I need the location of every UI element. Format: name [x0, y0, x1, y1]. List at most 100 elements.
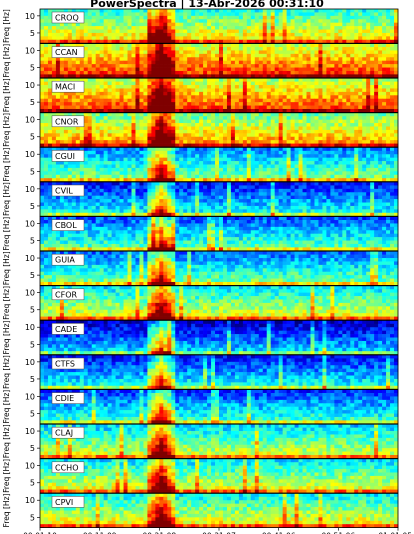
station-label-box [51, 80, 85, 93]
y-axis-label: Freq [Hz] [2, 9, 11, 43]
y-tick-label: 10 [25, 289, 35, 298]
y-tick-label: 5 [30, 202, 35, 211]
station-label-box [51, 392, 85, 404]
station-label-box [51, 461, 85, 474]
y-axis-label: Freq [Hz] [2, 424, 11, 458]
panel-croq: CROQ 10 5 Freq [Hz] [2, 8, 399, 44]
station-label-box [51, 323, 85, 335]
x-tick-label: 00:11:09 [83, 532, 117, 534]
station-label-box [51, 426, 85, 439]
x-tick-label: 00:41:06 [262, 532, 296, 534]
y-tick-label: 5 [30, 237, 35, 246]
station-label: CADE [55, 325, 77, 334]
y-axis-label: Freq [Hz] [2, 355, 11, 389]
station-label-box [51, 115, 85, 128]
y-tick-label: 10 [25, 219, 35, 228]
x-tick-label: 00:51:06 [321, 532, 355, 534]
y-tick-label: 10 [25, 323, 35, 332]
panel-cbol: CBOL 10 5 Freq [Hz] [2, 216, 399, 252]
y-tick-label: 5 [30, 306, 35, 315]
station-label: CCAN [55, 48, 78, 57]
y-axis-label: Freq [Hz] [2, 390, 11, 424]
station-label: CDIE [55, 394, 74, 403]
y-tick-label: 10 [25, 392, 35, 401]
station-label: CLAJ [55, 429, 73, 438]
y-axis-label: Freq [Hz] [2, 113, 11, 147]
panel-cgui: CGUI 10 5 Freq [Hz] [2, 146, 399, 182]
y-tick-label: 5 [30, 444, 35, 453]
y-tick-label: 5 [30, 271, 35, 280]
panel-cpvi: CPVI 10 5 Freq [Hz] [2, 492, 399, 528]
y-axis-label: Freq [Hz] [2, 320, 11, 354]
station-label: CGUI [55, 152, 75, 161]
panel-cvil: CVIL 10 5 Freq [Hz] [2, 181, 399, 217]
y-tick-label: 5 [30, 410, 35, 419]
y-tick-label: 5 [30, 340, 35, 349]
chart-title: PowerSpectra | 13-Abr-2026 00:31:10 [90, 0, 324, 10]
panel-frame [39, 77, 399, 113]
x-tick-label: 00:31:07 [202, 532, 236, 534]
x-tick-label: 00:21:08 [142, 532, 176, 534]
y-tick-label: 10 [25, 496, 35, 505]
panel-frame [39, 181, 399, 217]
station-label-box [51, 184, 85, 197]
y-tick-label: 10 [25, 358, 35, 367]
y-axis-label: Freq [Hz] [2, 44, 11, 78]
y-tick-label: 5 [30, 375, 35, 384]
panel-ccho: CCHO 10 5 Freq [Hz] [2, 458, 399, 494]
panel-cade: CADE 10 5 Freq [Hz] [2, 319, 399, 355]
y-axis-label: Freq [Hz] [2, 459, 11, 493]
station-label: CBOL [55, 221, 77, 230]
panel-cdie: CDIE 10 5 Freq [Hz] [2, 389, 399, 425]
panel-guia: GUIA 10 5 Freq [Hz] [2, 250, 399, 286]
y-tick-label: 5 [30, 29, 35, 38]
station-label-box [51, 150, 85, 162]
y-tick-label: 10 [25, 427, 35, 436]
station-label: CPVI [55, 498, 73, 507]
station-label-box [51, 46, 85, 58]
y-axis-label: Freq [Hz] [2, 251, 11, 285]
y-tick-label: 5 [30, 98, 35, 107]
station-label: CNOR [55, 117, 79, 126]
x-tick-label: 01:01:05 [378, 532, 412, 534]
y-axis-label: Freq [Hz] [2, 217, 11, 251]
y-axis-label: Freq [Hz] [2, 286, 11, 320]
y-axis-label: Freq [Hz] [2, 493, 11, 527]
station-label: MACI [55, 83, 75, 92]
y-tick-label: 10 [25, 12, 35, 21]
y-axis-label: Freq [Hz] [2, 78, 11, 112]
y-tick-label: 5 [30, 64, 35, 73]
station-label: CTFS [55, 360, 75, 369]
station-label-box [51, 288, 85, 301]
station-label-box [51, 219, 85, 231]
x-tick-label: 00:01:10 [23, 532, 57, 534]
y-tick-label: 10 [25, 185, 35, 194]
panel-ccan: CCAN 10 5 Freq [Hz] [2, 43, 399, 79]
panel-cfor: CFOR 10 5 Freq [Hz] [2, 285, 399, 321]
y-tick-label: 5 [30, 167, 35, 176]
y-axis-label: Freq [Hz] [2, 182, 11, 216]
station-label-box [51, 11, 85, 24]
station-label: CROQ [55, 14, 79, 23]
panel-frame [39, 146, 399, 182]
y-tick-label: 10 [25, 46, 35, 55]
y-axis-label: Freq [Hz] [2, 147, 11, 181]
panel-ctfs: CTFS 10 5 Freq [Hz] [2, 354, 399, 390]
panel-maci: MACI 10 5 Freq [Hz] [2, 77, 399, 113]
station-label-box [51, 253, 85, 266]
y-tick-label: 10 [25, 81, 35, 90]
y-tick-label: 10 [25, 462, 35, 471]
panel-claj: CLAJ 10 5 Freq [Hz] [2, 423, 399, 459]
y-tick-label: 10 [25, 116, 35, 125]
station-label: CVIL [55, 187, 73, 196]
station-label-box [51, 357, 85, 370]
station-label: GUIA [55, 256, 75, 265]
station-label: CFOR [55, 290, 77, 299]
station-label-box [51, 496, 85, 508]
y-tick-label: 10 [25, 150, 35, 159]
y-tick-label: 5 [30, 479, 35, 488]
station-label: CCHO [55, 463, 78, 472]
panel-cnor: CNOR 10 5 Freq [Hz] [2, 112, 399, 148]
y-tick-label: 5 [30, 133, 35, 142]
